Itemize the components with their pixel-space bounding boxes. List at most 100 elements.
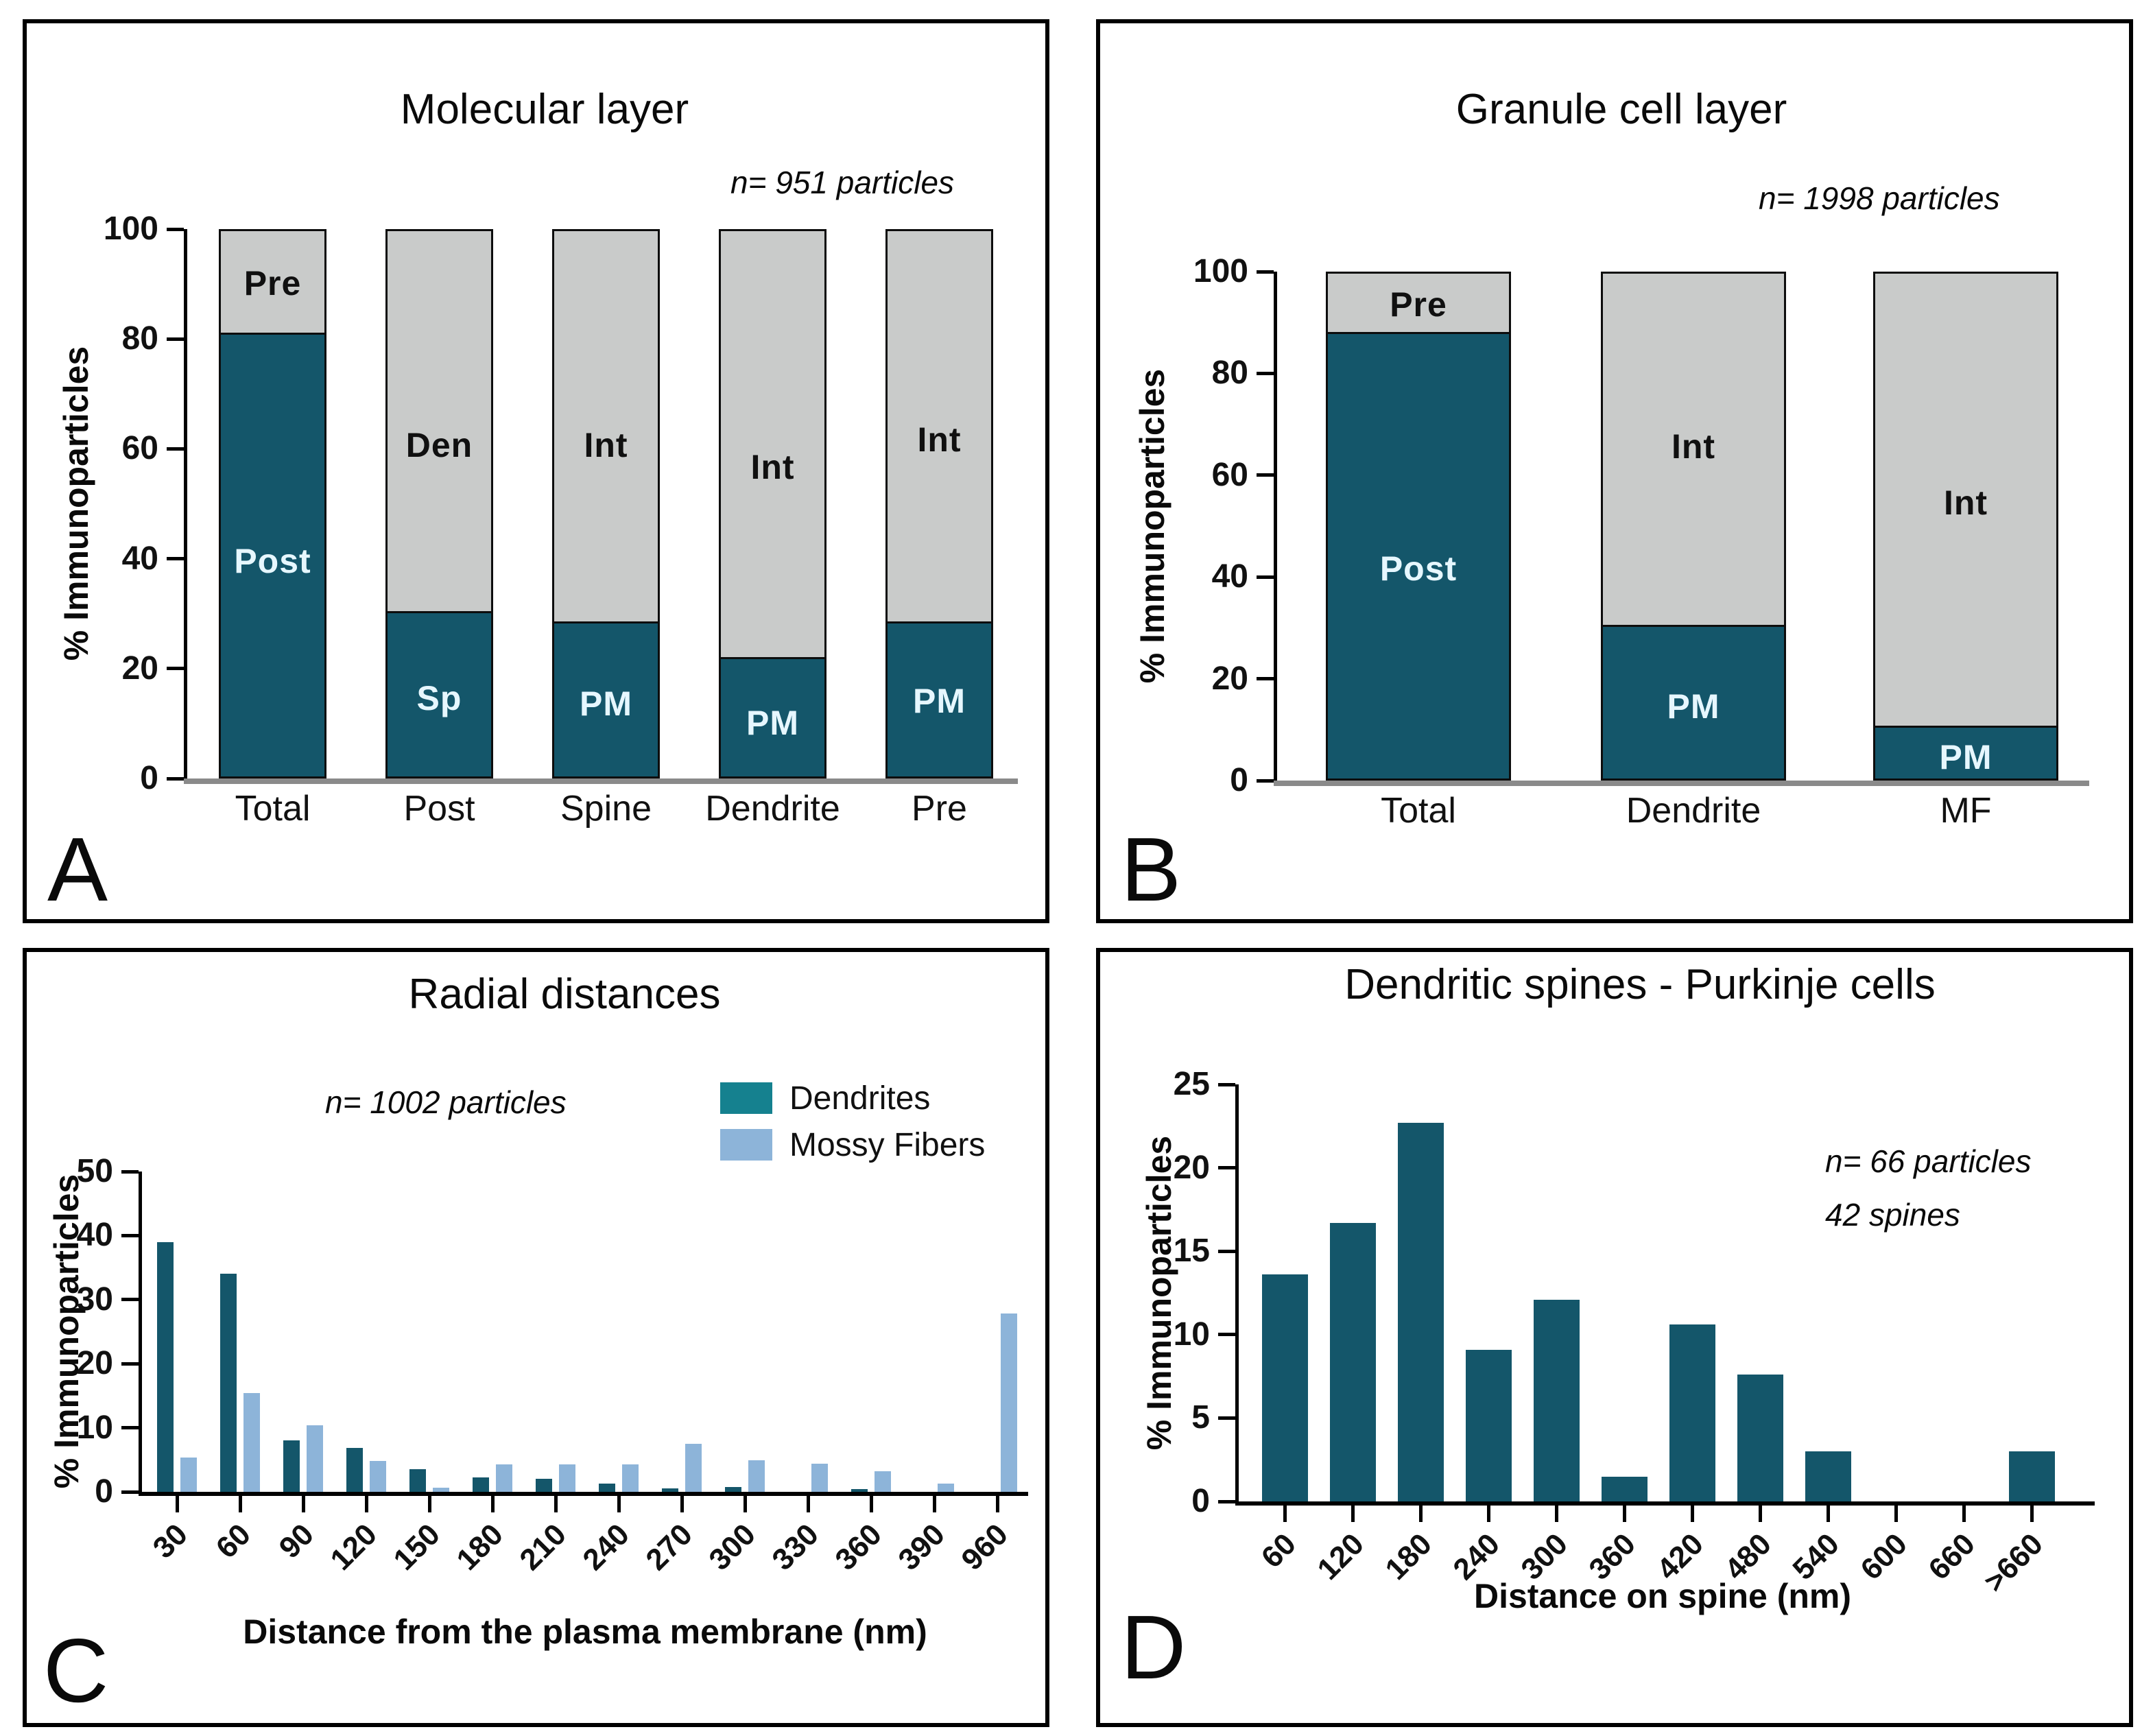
bar-mossy-fibers-300 xyxy=(748,1460,765,1492)
y-tick-label: 20 xyxy=(76,1345,113,1382)
bar-300 xyxy=(1534,1299,1580,1501)
panel-b-note: n= 1998 particles xyxy=(1759,180,2000,216)
y-tick xyxy=(121,1169,139,1174)
y-axis-line xyxy=(139,1172,142,1496)
segment-label: PM xyxy=(580,684,632,723)
legend-swatch-mossy-fibers xyxy=(720,1129,772,1161)
bar-mossy-fibers-360 xyxy=(875,1471,891,1492)
stacked-bar-dendrite: PM Int xyxy=(719,229,826,778)
y-tick xyxy=(1257,778,1274,783)
bar-420 xyxy=(1669,1324,1715,1501)
x-baseline xyxy=(1235,1501,2095,1506)
bar-mossy-fibers-270 xyxy=(685,1443,702,1492)
bar-mossy-fibers-30 xyxy=(180,1458,197,1492)
legend-label-dendrites: Dendrites xyxy=(789,1080,931,1117)
segment-label: Int xyxy=(1671,427,1716,466)
bar-180 xyxy=(1398,1122,1444,1501)
y-tick-label: 40 xyxy=(121,540,158,577)
x-tick xyxy=(238,1496,242,1512)
bar-dendrites-180 xyxy=(473,1477,489,1492)
x-tick xyxy=(995,1496,999,1512)
y-tick xyxy=(1218,1166,1235,1170)
panel-d-note-spines: 42 spines xyxy=(1825,1197,1960,1233)
stacked-bar-spine: PM Int xyxy=(552,229,660,778)
y-tick-label: 80 xyxy=(1211,355,1248,392)
x-tick xyxy=(1555,1506,1558,1522)
y-tick-label: 10 xyxy=(76,1409,113,1446)
y-tick xyxy=(1218,1333,1235,1337)
y-tick xyxy=(121,1362,139,1366)
segment-label: Sp xyxy=(416,678,462,717)
y-tick-label: 80 xyxy=(121,320,158,357)
panel-a-plot: 0 20 40 60 80 100 Post Pre Total Sp Den Post PM Int Sp… xyxy=(104,211,1018,829)
x-tick xyxy=(1691,1506,1694,1522)
stacked-bar-total: Post Pre xyxy=(219,229,326,778)
bar-segment-pm xyxy=(554,621,658,776)
segment-label: PM xyxy=(1667,687,1720,726)
bar-segment-post xyxy=(1328,332,1509,778)
y-tick-label: 0 xyxy=(95,1473,113,1510)
y-tick xyxy=(167,447,184,451)
y-tick xyxy=(167,557,184,561)
x-tick xyxy=(364,1496,368,1512)
x-tick xyxy=(2030,1506,2034,1522)
bar-mossy-fibers-330 xyxy=(811,1463,828,1492)
panel-a-note: n= 951 particles xyxy=(730,165,955,200)
y-axis-line xyxy=(1235,1084,1239,1506)
panel-b-ylabel: % Immunoparticles xyxy=(1133,368,1171,684)
x-tick xyxy=(1962,1506,1966,1522)
segment-label: Int xyxy=(584,426,628,465)
segment-label: Den xyxy=(405,426,473,465)
y-tick xyxy=(167,776,184,781)
y-tick xyxy=(167,227,184,231)
x-baseline xyxy=(1274,781,2089,786)
stacked-bar-total: Post Pre xyxy=(1326,272,1511,781)
x-category-label: Post xyxy=(403,789,475,829)
panel-d-xlabel: Distance on spine (nm) xyxy=(1473,1577,1852,1615)
bar-mossy-fibers-240 xyxy=(622,1464,639,1492)
bar-segment-post xyxy=(221,333,324,776)
x-category-label: Dendrite xyxy=(1626,791,1761,831)
bar-mossy-fibers-90 xyxy=(307,1425,323,1492)
panel-d-title: Dendritic spines - Purkinje cells xyxy=(1344,961,1936,1008)
segment-label: Post xyxy=(1379,549,1458,588)
bar-dendrites-90 xyxy=(283,1440,300,1492)
x-tick xyxy=(1894,1506,1898,1522)
legend-swatch-dendrites xyxy=(720,1082,772,1114)
panel-a-ylabel: % Immunoparticles xyxy=(57,346,95,661)
y-tick-label: 25 xyxy=(1173,1066,1210,1102)
y-tick-label: 15 xyxy=(1173,1233,1210,1270)
y-tick xyxy=(121,1490,139,1494)
stacked-bar-post: Sp Den xyxy=(385,229,493,778)
y-tick xyxy=(1257,575,1274,579)
y-tick xyxy=(167,667,184,671)
panel-c-xlabel: Distance from the plasma membrane (nm) xyxy=(243,1613,927,1651)
segment-label: Post xyxy=(234,541,311,580)
bar-mossy-fibers-960 xyxy=(1001,1313,1017,1492)
x-baseline xyxy=(139,1492,1028,1496)
segment-label: Int xyxy=(1943,483,1988,522)
y-tick xyxy=(1218,1249,1235,1253)
x-tick xyxy=(1827,1506,1830,1522)
y-tick-label: 60 xyxy=(121,430,158,467)
y-tick-label: 100 xyxy=(103,211,158,247)
panel-b-letter: B xyxy=(1121,819,1182,920)
panel-b: Granule cell layer n= 1998 particles % I… xyxy=(1096,19,2133,923)
panel-c-note: n= 1002 particles xyxy=(325,1084,567,1120)
bar-dendrites-150 xyxy=(409,1469,426,1492)
bar-mossy-fibers-120 xyxy=(370,1461,386,1492)
x-tick xyxy=(869,1496,873,1512)
x-tick xyxy=(806,1496,810,1512)
bar-60 xyxy=(1262,1274,1308,1501)
panel-c-title: Radial distances xyxy=(408,971,721,1018)
panel-d-plot: 0 5 10 15 20 25 60 120 180 240 300 360 420 480 540 600 6… xyxy=(1174,1066,2095,1599)
bar-segment-pm xyxy=(1875,726,2056,778)
bar-segment-sp xyxy=(388,610,491,776)
x-category-label: Dendrite xyxy=(705,789,840,829)
bar-dendrites-360 xyxy=(851,1489,868,1492)
bar-dendrites-30 xyxy=(157,1241,174,1492)
y-tick-label: 30 xyxy=(76,1281,113,1318)
y-tick-label: 0 xyxy=(1191,1483,1210,1519)
x-tick xyxy=(617,1496,621,1512)
